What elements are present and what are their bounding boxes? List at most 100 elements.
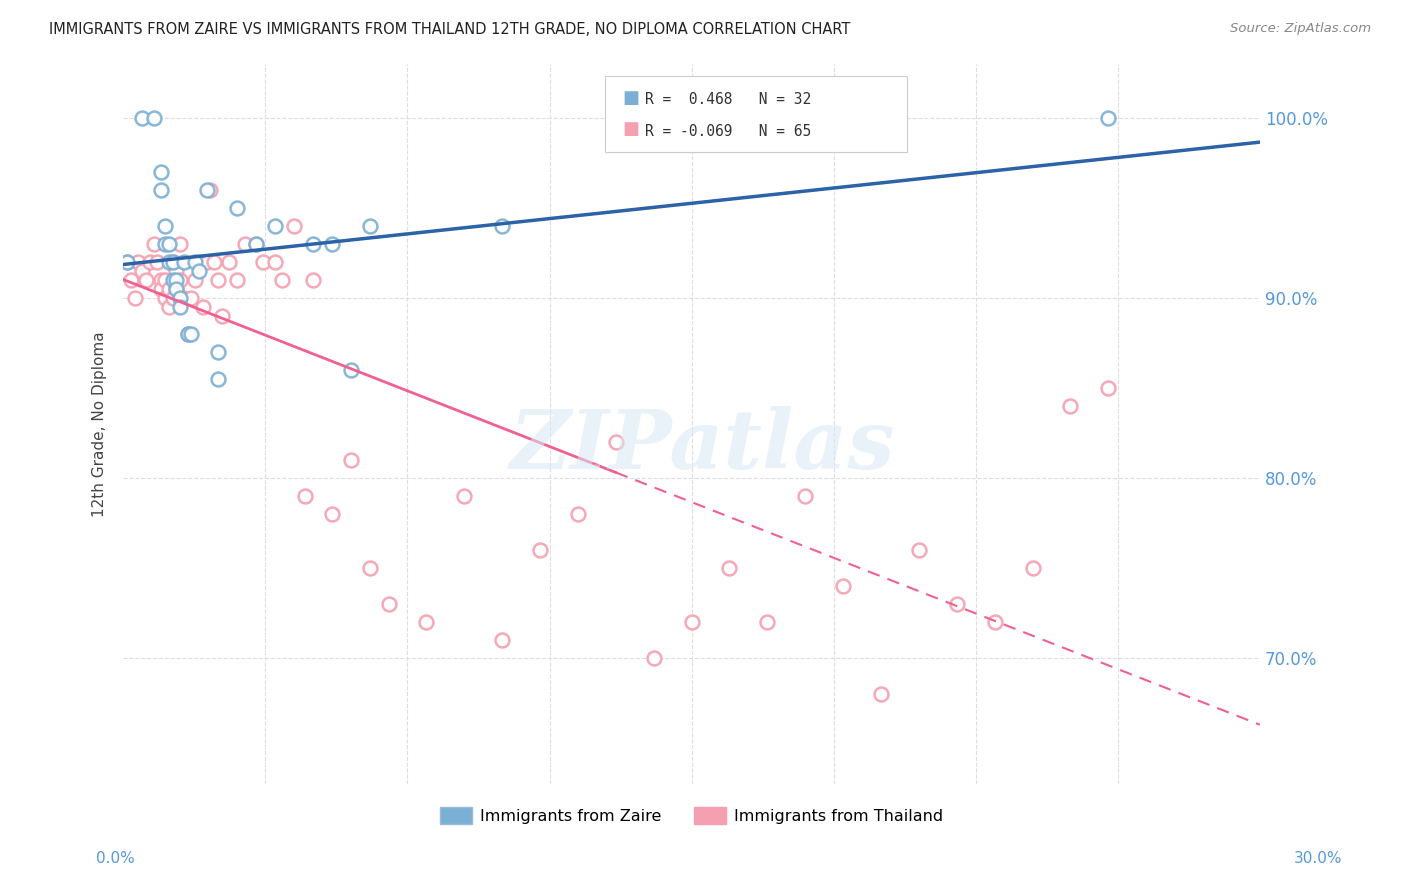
Point [188,255,211,269]
Point [226,273,249,287]
Point [207,345,229,359]
Point [184,273,207,287]
Point [1097,381,1119,395]
Point [491,219,513,234]
Point [135,273,157,287]
Point [294,489,316,503]
Point [377,597,399,611]
Point [153,219,176,234]
Point [245,237,267,252]
Point [139,255,162,269]
Point [1021,561,1043,575]
Point [150,273,173,287]
Text: R = -0.069   N = 65: R = -0.069 N = 65 [645,124,811,138]
Point [321,237,343,252]
Text: 30.0%: 30.0% [1295,851,1343,865]
Point [946,597,969,611]
Point [718,561,741,575]
Point [191,300,214,314]
Point [200,183,222,197]
Point [173,255,195,269]
Point [177,327,200,342]
Point [157,237,180,252]
Point [162,291,184,305]
Point [226,201,249,215]
Point [263,255,285,269]
Point [150,165,173,179]
Point [195,255,218,269]
Point [142,237,165,252]
Text: ■: ■ [623,89,640,107]
Point [162,255,184,269]
Point [321,508,343,522]
Point [359,219,381,234]
Point [173,291,195,305]
Point [870,687,893,701]
Point [157,255,180,269]
Point [188,264,211,278]
Text: 0.0%: 0.0% [96,851,135,865]
Text: Source: ZipAtlas.com: Source: ZipAtlas.com [1230,22,1371,36]
Point [165,282,187,296]
Point [756,615,779,630]
Point [165,282,187,296]
Point [339,453,361,467]
Point [1097,111,1119,125]
Point [146,255,169,269]
Point [529,543,551,558]
Text: ■: ■ [623,120,640,138]
Point [252,255,274,269]
Point [150,183,173,197]
Point [165,273,187,287]
Point [1059,399,1081,413]
Point [169,291,191,305]
Point [157,282,180,296]
Point [124,291,146,305]
Point [150,282,173,296]
Point [153,237,176,252]
Point [453,489,475,503]
Text: IMMIGRANTS FROM ZAIRE VS IMMIGRANTS FROM THAILAND 12TH GRADE, NO DIPLOMA CORRELA: IMMIGRANTS FROM ZAIRE VS IMMIGRANTS FROM… [49,22,851,37]
Text: ZIPatlas: ZIPatlas [510,406,896,486]
Text: R =  0.468   N = 32: R = 0.468 N = 32 [645,93,811,107]
Point [180,327,202,342]
Point [832,579,855,593]
Point [153,273,176,287]
Point [263,219,285,234]
Point [162,255,184,269]
Point [165,264,187,278]
Point [301,237,323,252]
Point [207,273,229,287]
Point [142,111,165,125]
Point [415,615,437,630]
Point [120,273,142,287]
Point [195,183,218,197]
Point [131,111,153,125]
Point [177,327,200,342]
Point [983,615,1005,630]
Point [271,273,294,287]
Point [643,651,665,665]
Point [180,291,202,305]
Point [162,273,184,287]
Point [908,543,931,558]
Point [245,237,267,252]
Point [567,508,589,522]
Point [153,291,176,305]
Point [283,219,305,234]
Point [157,300,180,314]
Point [115,255,138,269]
Legend: Immigrants from Zaire, Immigrants from Thailand: Immigrants from Zaire, Immigrants from T… [434,801,949,830]
Point [207,372,229,386]
Point [184,255,207,269]
Point [491,633,513,648]
Point [169,237,191,252]
Point [131,264,153,278]
Point [211,309,233,323]
Point [202,255,225,269]
Point [681,615,703,630]
Point [359,561,381,575]
Point [794,489,817,503]
Point [115,255,138,269]
Point [169,300,191,314]
